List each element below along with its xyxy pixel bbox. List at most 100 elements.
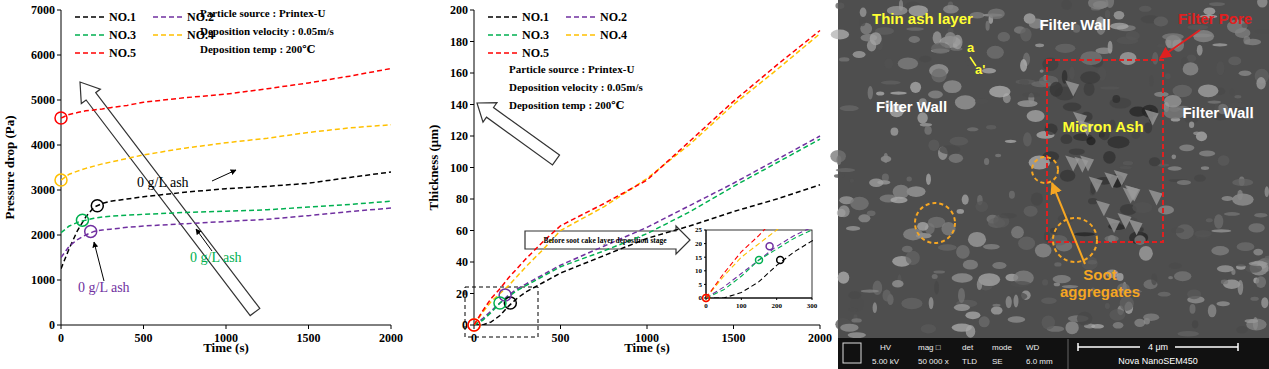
texture-grain bbox=[1218, 155, 1230, 166]
texture-grain bbox=[1254, 213, 1267, 218]
texture-grain bbox=[876, 92, 884, 96]
series-group bbox=[61, 69, 391, 269]
series-line bbox=[61, 172, 391, 269]
y-tick bbox=[57, 100, 61, 101]
legend-swatch bbox=[75, 16, 105, 18]
texture-grain bbox=[983, 244, 1000, 250]
axes: 05101520250100200300 bbox=[695, 226, 818, 310]
y-axis-line bbox=[706, 230, 707, 298]
texture-grain bbox=[1134, 319, 1145, 327]
micrograph-bg bbox=[838, 0, 1269, 369]
condition-note: Deposition temp : 200℃ bbox=[509, 99, 625, 111]
texture-grain bbox=[1017, 100, 1037, 107]
texture-grain bbox=[1060, 170, 1076, 182]
texture-grain bbox=[979, 316, 990, 327]
series-line bbox=[61, 69, 391, 119]
condition-note: Particle source : Printex-U bbox=[509, 63, 634, 75]
y-axis-title: Pressure drop (Pa) bbox=[2, 116, 17, 220]
texture-grain bbox=[1154, 16, 1168, 26]
micrograph-label: Filter Wall bbox=[1182, 104, 1253, 121]
texture-grain bbox=[954, 304, 970, 311]
transition-marker bbox=[703, 295, 710, 302]
texture-grain bbox=[1232, 179, 1253, 186]
texture-grain bbox=[1237, 242, 1255, 251]
micrograph-texture bbox=[830, 0, 1269, 338]
texture-grain bbox=[1132, 202, 1152, 213]
texture-grain bbox=[838, 205, 849, 217]
pore-arrow bbox=[1160, 30, 1200, 58]
x-axis-title: Time (s) bbox=[203, 340, 249, 355]
x-axis-title: Time (s) bbox=[624, 340, 670, 355]
texture-grain bbox=[883, 289, 891, 301]
texture-grain bbox=[848, 332, 866, 338]
texture-grain bbox=[941, 222, 955, 236]
texture-grain bbox=[851, 318, 861, 322]
texture-grain bbox=[1063, 102, 1082, 111]
y-tick bbox=[470, 199, 474, 200]
info-label: mode bbox=[992, 343, 1013, 352]
y-tick-label: 100 bbox=[450, 161, 468, 175]
texture-grain bbox=[1024, 206, 1038, 217]
legend-label: NO.5 bbox=[109, 46, 136, 60]
texture-grain bbox=[1061, 134, 1073, 144]
texture-grain bbox=[1236, 326, 1247, 334]
texture-grain bbox=[1189, 122, 1194, 129]
texture-grain bbox=[956, 245, 970, 259]
texture-grain bbox=[1172, 154, 1177, 159]
texture-grain bbox=[1006, 296, 1012, 308]
texture-grain bbox=[931, 43, 950, 54]
texture-grain bbox=[1209, 2, 1225, 6]
annotation-arrow bbox=[196, 229, 212, 251]
x-tick bbox=[706, 298, 707, 300]
condition-note: Deposition velocity : 0.05m/s bbox=[200, 25, 335, 37]
x-tick bbox=[733, 325, 734, 329]
texture-grain bbox=[881, 81, 901, 85]
ash-annotation: 0 g/L ash bbox=[137, 175, 189, 190]
texture-grain bbox=[992, 262, 1006, 269]
texture-grain bbox=[1234, 95, 1241, 98]
texture-grain bbox=[859, 18, 865, 26]
texture-grain bbox=[1222, 196, 1233, 201]
series-line bbox=[474, 30, 820, 325]
y-tick bbox=[470, 230, 474, 231]
series-line bbox=[61, 201, 391, 233]
texture-grain bbox=[1197, 45, 1203, 56]
texture-grain bbox=[1217, 265, 1234, 272]
axes: 0204060801001201401601802000500100015002… bbox=[450, 3, 832, 345]
info-value: 5.00 kV bbox=[872, 357, 900, 366]
transition-marker bbox=[703, 295, 710, 302]
y-tick bbox=[704, 230, 706, 231]
texture-grain bbox=[977, 279, 982, 290]
y-tick-label: 5 bbox=[699, 281, 703, 289]
texture-grain bbox=[1110, 23, 1128, 30]
texture-grain bbox=[1053, 275, 1071, 283]
transition-marker bbox=[468, 319, 480, 331]
texture-grain bbox=[1074, 232, 1095, 236]
y-tick bbox=[57, 10, 61, 11]
instrument-label: Nova NanoSEM450 bbox=[1118, 356, 1198, 366]
transition-marker bbox=[766, 243, 773, 250]
transition-marker bbox=[85, 225, 97, 237]
info-divider bbox=[1068, 339, 1069, 369]
texture-grain bbox=[1199, 150, 1215, 156]
texture-grain bbox=[1144, 122, 1152, 133]
series-group bbox=[474, 30, 820, 325]
texture-grain bbox=[846, 226, 860, 231]
texture-grain bbox=[950, 137, 968, 146]
transition-marker bbox=[756, 256, 763, 263]
texture-grain bbox=[1158, 292, 1171, 297]
texture-grain bbox=[1088, 0, 1108, 10]
texture-grain bbox=[1080, 51, 1102, 65]
y-tick bbox=[470, 167, 474, 168]
y-tick bbox=[57, 235, 61, 236]
legend-swatch bbox=[488, 52, 518, 54]
texture-grain bbox=[909, 36, 920, 43]
x-tick bbox=[820, 325, 821, 329]
texture-grain bbox=[848, 308, 857, 312]
texture-grain bbox=[1224, 212, 1240, 216]
transition-marker bbox=[777, 256, 784, 263]
texture-grain bbox=[892, 280, 904, 287]
texture-grain bbox=[1023, 132, 1032, 146]
texture-grain bbox=[1157, 44, 1165, 48]
y-tick-label: 20 bbox=[456, 287, 468, 301]
